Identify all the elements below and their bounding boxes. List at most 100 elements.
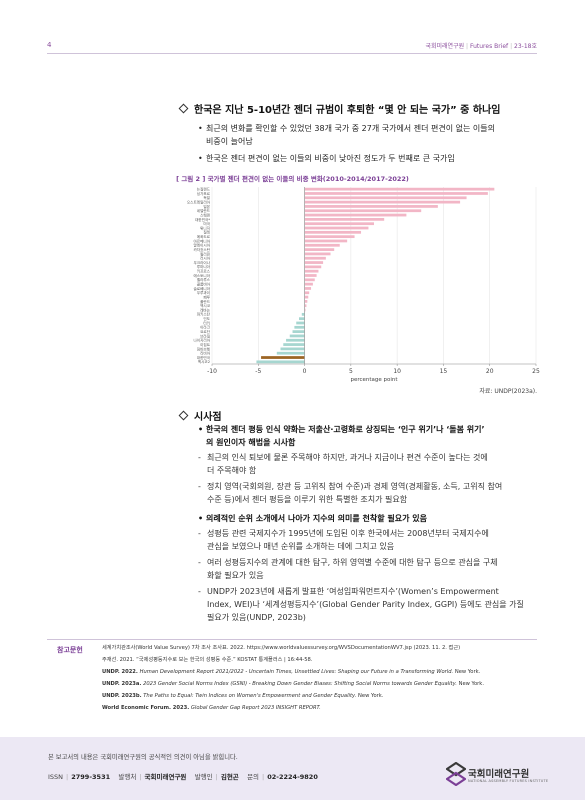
bar [304,282,313,286]
bar [256,360,305,364]
bar [304,256,326,260]
section2-bullet-1: • 한국의 젠더 평등 인식 약화는 저출산·고령화로 상징되는 ‘인구 위기’나… [198,425,485,434]
bar [304,192,488,195]
dash-item-5: - UNDP가 2023년에 새롭게 발표한 ‘여성임파워먼트지수’(Women’… [198,587,499,596]
bar [304,265,322,269]
bar [304,308,306,312]
dash-item-3-cont: 관심을 보였으나 매년 순위를 소개하는 데에 그치고 있음 [207,542,395,551]
bar [304,209,422,213]
running-header: 국회미래연구원 | Futures Brief | 23-18호 [425,43,537,50]
category-label: 싱가포르 [197,191,211,196]
reference-4: UNDP. 2023a. 2023 Gender Social Norms In… [102,681,484,687]
category-label: 네덜란드 [197,208,211,213]
figure-caption: [ 그림 2 ] 국가별 젠더 편견이 없는 이들의 비중 변화(2010-20… [176,175,409,183]
bar [304,235,355,239]
category-label: 스웨덴 [200,212,211,217]
footer-info: ISSN | 2799-3531 발행처 | 국회미래연구원 발행인 | 김현곤 문의 | 02… [48,773,318,781]
x-tick-label: 25 [532,368,540,375]
bar [304,287,312,290]
dash-item-2-cont: 수준 등)에서 젠더 평등을 이루기 위한 특별한 조치가 필요함 [207,495,408,504]
bar [294,325,305,329]
bar [304,226,369,230]
category-label: 브라질 [200,333,210,338]
category-label: 에콰도르 [197,234,211,239]
bar [304,222,374,226]
reference-2: 주재선. 2021. “국제성평등지수로 보는 한국의 성평등 수준.” KOS… [102,657,313,663]
category-label: 인도 [203,316,210,321]
footer-disclaimer: 본 보고서의 내용은 국회미래연구원의 공식적인 의견이 아님을 밝힙니다. [48,754,238,761]
bar [276,351,305,355]
bar [304,252,331,256]
bar [304,187,495,191]
category-label: 대한민국 [197,355,211,360]
bar [292,330,305,334]
bar [296,321,305,325]
bar [304,274,317,277]
category-label: 에스토니아 [193,273,210,278]
category-label: 일본 [203,204,210,209]
bar [304,248,335,251]
diamond-icon [178,410,189,421]
reference-5: UNDP. 2023b. The Paths to Equal: Twin In… [102,693,384,699]
diamond-icon [178,103,189,114]
references-label: 참고문헌 [57,646,83,654]
bar [261,356,305,359]
bar-chart: 뉴질랜드싱가포르독일오스트레일리아일본네덜란드스웨덴대한민국*미국튀니지칠레에콰… [187,187,540,383]
logo-name: 국회미래연구원 [468,769,530,780]
category-label: 요르단 [200,329,211,334]
category-label: 우크라이나 [193,260,210,265]
category-label: 이집트 [200,342,211,347]
footer [0,737,585,800]
category-label: 우루과이 [197,290,210,295]
dash-item-5-cont2: 필요가 있음(UNDP, 2023b) [207,613,306,622]
dash-item-1-cont: 더 주목해야 함 [207,466,257,475]
bar [299,317,305,321]
bar [304,269,319,273]
category-label: 루마니아 [197,264,211,269]
category-label: 키프로스 [197,269,211,274]
header-series: Futures Brief [469,43,509,50]
bar [304,200,461,204]
bar [304,196,467,200]
reference-3: UNDP. 2022. Human Development Report 202… [102,669,481,675]
section1-title: 한국은 지난 5-10년간 젠더 규범이 후퇴한 “몇 안 되는 국가” 중 하… [178,101,500,116]
category-label: 슬로베니아 [193,286,210,291]
header-issue: 23-18호 [514,43,537,50]
header-publication: 국회미래연구원 [425,43,465,50]
category-label: 페루 [203,294,210,299]
category-label: 대한민국* [195,217,210,222]
category-label: 레바논 [200,307,211,312]
dash-item-1: - 최근의 인식 퇴보에 물론 주목해야 하지만, 과거나 지금이나 편견 수준이… [198,453,488,462]
bar [280,347,305,351]
category-label: 뉴질랜드 [197,187,211,192]
bar [304,304,307,308]
bar [304,261,324,264]
bar [286,338,305,342]
category-label: 미국 [203,221,210,226]
x-tick-label: 15 [440,368,448,375]
bar [304,217,385,221]
category-label: 벨라루스 [197,277,211,282]
category-label: 카자흐스탄 [193,247,210,252]
dash-item-3: - 성평등 관련 국제지수가 1995년에 도입된 이후 한국에서는 2008년부… [198,529,489,538]
category-label: 러시아 [200,256,211,261]
section1-bullet-1-cont: 비중이 늘어남 [206,137,253,146]
reference-1: 세계가치관조사(World Value Survey) 7차 조사 조사표. 2… [102,645,461,651]
bar [304,230,362,234]
bar [283,343,305,346]
bar [304,205,438,208]
bar [301,312,305,316]
dash-item-4-cont: 화할 필요가 있음 [207,571,264,580]
category-label: 오스트레일리아 [187,199,211,204]
section2-bullet-1-cont: 의 원인이자 해법을 시사함 [206,438,296,447]
bar [289,334,305,338]
reference-6: World Economic Forum. 2023. Global Gende… [102,705,321,711]
category-label: 튀니지 [200,225,210,230]
category-label: 나이지리아 [193,338,210,343]
page-number: 4 [47,41,52,49]
references-box [47,639,537,723]
bar [304,291,310,295]
category-label: 독일 [203,195,210,200]
category-label: 폴란드 [200,299,211,304]
bar [304,239,348,243]
